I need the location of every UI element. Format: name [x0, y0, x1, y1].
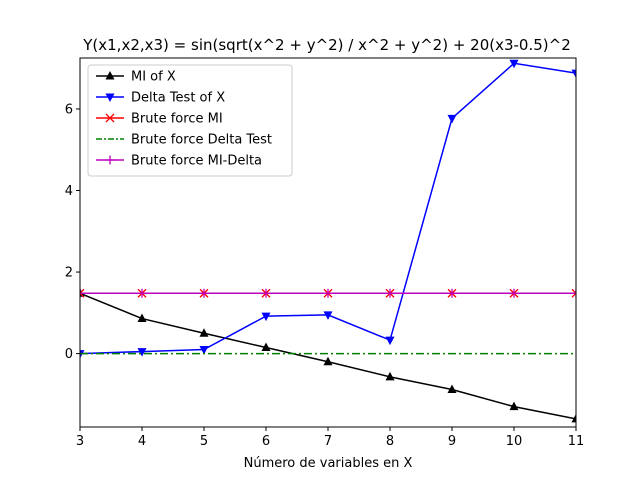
x-tick-label: 3 — [76, 434, 84, 449]
plot-area: 3 4 5 6 7 8 9 10 11 0 2 4 6 — [65, 57, 585, 449]
data-point — [509, 288, 519, 298]
legend: MI of X Delta Test of X Brute force MI Brut… — [87, 64, 293, 177]
legend-marker — [105, 93, 115, 102]
legend-label: Brute force MI — [131, 112, 223, 127]
series-4 — [80, 288, 576, 298]
data-point — [261, 312, 271, 322]
data-point — [571, 288, 576, 298]
data-point — [571, 69, 576, 79]
data-point — [199, 328, 209, 337]
legend-box — [87, 64, 293, 177]
y-tick-label: 4 — [65, 184, 73, 199]
data-point — [323, 356, 333, 366]
legend-label: Brute force MI-Delta — [131, 154, 262, 169]
x-axis-label: Número de variables en X — [244, 456, 413, 471]
data-point — [137, 313, 147, 323]
legend-marker — [105, 155, 115, 165]
data-point — [261, 288, 271, 298]
legend-item: Brute force MI-Delta — [96, 154, 262, 169]
legend-label: MI of X — [131, 70, 176, 85]
legend-marker — [105, 71, 115, 80]
x-tick-label: 5 — [200, 434, 208, 449]
data-point — [323, 288, 333, 298]
x-tick-label: 7 — [324, 434, 332, 449]
legend-item: Delta Test of X — [96, 91, 225, 106]
series-1 — [80, 59, 576, 359]
data-point — [509, 401, 519, 411]
data-point — [509, 59, 519, 69]
y-tick-label: 0 — [65, 347, 73, 362]
data-point — [80, 288, 85, 298]
data-point — [447, 384, 457, 393]
data-point — [137, 288, 147, 298]
legend-item: MI of X — [96, 70, 176, 85]
data-point — [80, 288, 85, 298]
data-point — [447, 114, 457, 124]
x-tick-label: 11 — [568, 434, 585, 449]
x-tick-label: 4 — [138, 434, 146, 449]
data-point — [199, 346, 209, 355]
data-point — [323, 311, 333, 320]
data-point — [199, 288, 209, 298]
legend-item: Brute force Delta Test — [96, 133, 272, 148]
legend-marker — [105, 113, 115, 123]
data-point — [385, 288, 395, 298]
data-point — [571, 413, 576, 423]
data-point — [261, 342, 271, 351]
data-point — [447, 288, 457, 298]
chart-title: Y(x1,x2,x3) = sin(sqrt(x^2 + y^2) / x^2 … — [82, 36, 571, 54]
legend-label: Brute force Delta Test — [131, 133, 272, 148]
x-tick-label: 10 — [506, 434, 523, 449]
x-tick-label: 9 — [448, 434, 456, 449]
data-point — [385, 371, 395, 381]
legend-item: Brute force MI — [96, 112, 223, 127]
y-tick-label: 6 — [65, 102, 73, 117]
x-tick-label: 8 — [386, 434, 394, 449]
data-point — [137, 348, 147, 357]
x-tick-label: 6 — [262, 434, 270, 449]
y-tick-label: 2 — [65, 266, 73, 281]
data-point — [571, 288, 576, 298]
series-0 — [80, 288, 576, 423]
data-point — [385, 336, 395, 346]
legend-label: Delta Test of X — [131, 91, 225, 106]
